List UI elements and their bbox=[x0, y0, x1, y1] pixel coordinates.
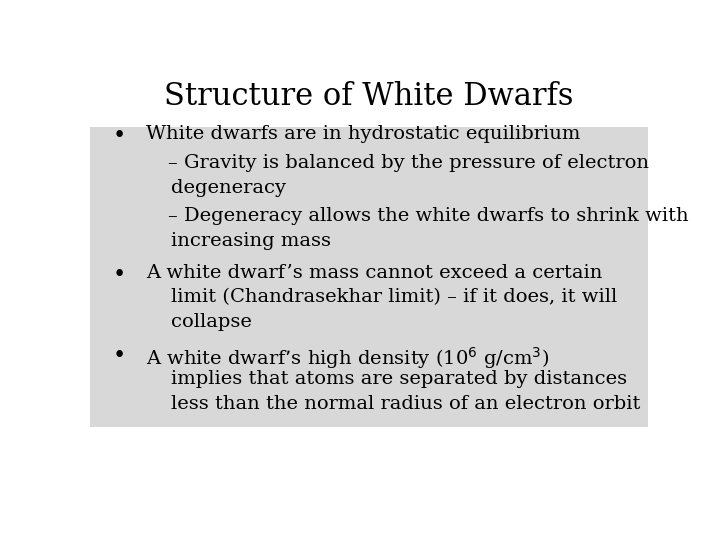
Text: implies that atoms are separated by distances: implies that atoms are separated by dist… bbox=[171, 370, 627, 388]
Text: •: • bbox=[112, 264, 125, 286]
FancyBboxPatch shape bbox=[90, 127, 648, 427]
Text: •: • bbox=[112, 346, 125, 367]
Text: White dwarfs are in hydrostatic equilibrium: White dwarfs are in hydrostatic equilibr… bbox=[145, 125, 580, 143]
Text: collapse: collapse bbox=[171, 313, 252, 332]
Text: less than the normal radius of an electron orbit: less than the normal radius of an electr… bbox=[171, 395, 640, 413]
Text: Structure of White Dwarfs: Structure of White Dwarfs bbox=[164, 82, 574, 112]
Text: – Gravity is balanced by the pressure of electron: – Gravity is balanced by the pressure of… bbox=[168, 154, 649, 172]
Text: A white dwarf’s mass cannot exceed a certain: A white dwarf’s mass cannot exceed a cer… bbox=[145, 264, 602, 281]
Text: – Degeneracy allows the white dwarfs to shrink with: – Degeneracy allows the white dwarfs to … bbox=[168, 207, 689, 225]
Text: degeneracy: degeneracy bbox=[171, 179, 286, 197]
Text: A white dwarf’s high density (10$^6$ g/cm$^3$): A white dwarf’s high density (10$^6$ g/c… bbox=[145, 346, 549, 372]
Text: increasing mass: increasing mass bbox=[171, 232, 331, 249]
Text: •: • bbox=[112, 125, 125, 147]
Text: limit (Chandrasekhar limit) – if it does, it will: limit (Chandrasekhar limit) – if it does… bbox=[171, 288, 617, 307]
